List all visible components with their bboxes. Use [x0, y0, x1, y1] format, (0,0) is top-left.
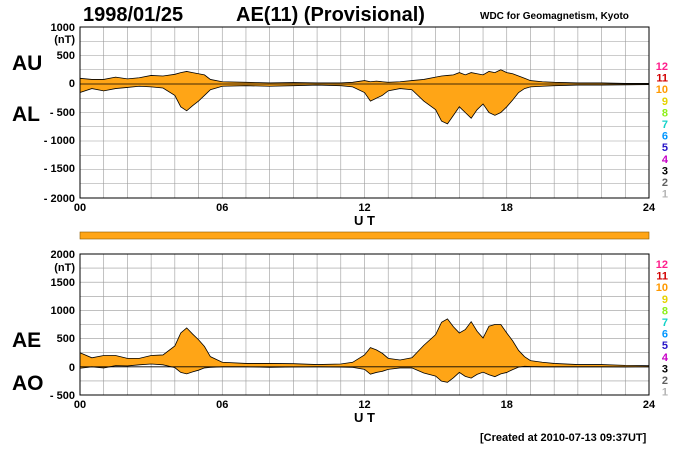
- x-tick-label: 24: [643, 202, 656, 214]
- area-fill: [80, 69, 649, 124]
- ae-side-label: AE: [12, 329, 42, 352]
- plot-frame: [79, 253, 650, 396]
- station-number-label: 2: [662, 375, 668, 387]
- y-tick-label: - 500: [50, 107, 75, 119]
- station-number-label: 4: [662, 352, 669, 364]
- al-side-label: AL: [12, 103, 40, 126]
- y-tick-label: - 1500: [44, 163, 75, 175]
- au-side-label: AU: [12, 52, 43, 75]
- x-tick-label: 12: [358, 202, 370, 214]
- station-number-label: 11: [656, 73, 668, 85]
- y-tick-label: 500: [57, 333, 75, 345]
- station-number-label: 11: [656, 271, 668, 283]
- station-number-label: 6: [662, 131, 668, 143]
- station-number-label: 12: [656, 61, 668, 73]
- station-number-label: 7: [662, 119, 668, 131]
- station-number-label: 1: [662, 387, 668, 399]
- y-tick-label: (nT): [54, 262, 75, 274]
- x-tick-label: 24: [643, 399, 656, 411]
- ao-side-label: AO: [12, 372, 44, 395]
- y-tick-label: 500: [57, 50, 75, 62]
- y-tick-label: 1500: [51, 277, 75, 289]
- y-tick-label: 2000: [51, 249, 75, 261]
- y-tick-label: - 500: [50, 390, 75, 402]
- station-number-label: 3: [662, 363, 668, 375]
- x-tick-label: 06: [216, 399, 228, 411]
- station-number-label: 7: [662, 317, 668, 329]
- series-line-al: [79, 84, 650, 125]
- station-number-label: 12: [656, 259, 668, 271]
- y-tick-label: 1000: [51, 22, 75, 34]
- station-number-label: 5: [662, 142, 668, 154]
- y-tick-label: (nT): [54, 34, 75, 46]
- station-number-label: 10: [656, 84, 668, 96]
- data-availability-bar: [79, 231, 650, 240]
- index-title: AE(11) (Provisional): [236, 4, 425, 26]
- x-tick-label: 18: [501, 399, 513, 411]
- station-number-label: 2: [662, 177, 668, 189]
- station-number-label: 8: [662, 305, 668, 317]
- station-number-label: 9: [662, 96, 668, 108]
- plot-date: 1998/01/25: [83, 4, 184, 26]
- station-number-label: 8: [662, 107, 668, 119]
- x-tick-label: 18: [501, 202, 513, 214]
- series-line-ao: [79, 363, 650, 383]
- station-number-label: 6: [662, 329, 668, 341]
- x-tick-label: 06: [216, 202, 228, 214]
- y-tick-label: 1000: [51, 305, 75, 317]
- y-tick-label: - 2000: [44, 193, 75, 205]
- x-tick-label: 00: [74, 202, 86, 214]
- y-tick-label: - 1000: [44, 135, 75, 147]
- x-axis-label: U T: [354, 213, 375, 228]
- station-number-label: 3: [662, 165, 668, 177]
- y-tick-label: 0: [69, 78, 75, 90]
- creation-timestamp: [Created at 2010-07-13 09:37UT]: [480, 432, 647, 444]
- organization-label: WDC for Geomagnetism, Kyoto: [480, 11, 629, 22]
- station-number-label: 9: [662, 294, 668, 306]
- station-number-label: 4: [662, 154, 669, 166]
- x-axis-label: U T: [354, 410, 375, 425]
- series-line-ae: [79, 318, 650, 367]
- series-line-au: [79, 69, 649, 84]
- station-number-label: 1: [662, 189, 668, 201]
- station-number-label: 10: [656, 282, 668, 294]
- station-number-label: 5: [662, 340, 668, 352]
- y-tick-label: 0: [69, 362, 75, 374]
- x-tick-label: 00: [74, 399, 86, 411]
- x-tick-label: 12: [358, 399, 370, 411]
- plot-frame: [79, 26, 650, 199]
